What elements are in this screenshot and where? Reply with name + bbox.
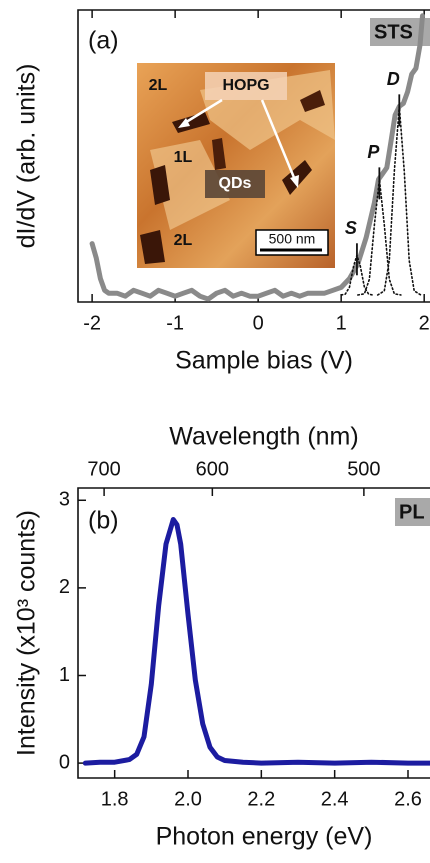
- series-line: [376, 105, 422, 296]
- inset-label: QDs: [219, 175, 252, 192]
- x-tick-label: 2.2: [247, 788, 275, 810]
- x-tick-label: 2.6: [394, 788, 422, 810]
- y-tick-label: 2: [59, 576, 70, 598]
- y-axis-label: Intensity (x10³ counts): [13, 510, 41, 756]
- x-axis-label: Photon energy (eV): [156, 823, 373, 851]
- x-tick-label: 2.4: [321, 788, 349, 810]
- inset-label: 1L: [174, 149, 193, 166]
- series-line: [89, 13, 425, 302]
- x-tick-label: -2: [83, 312, 101, 334]
- x-axis-label: Sample bias (V): [175, 347, 353, 375]
- y-tick-label: 0: [59, 751, 70, 773]
- panel-label: (b): [88, 507, 119, 535]
- x-tick-label: 0: [253, 312, 264, 334]
- peak-label: P: [367, 142, 380, 162]
- tag-box: [395, 498, 430, 526]
- axes-frame: [77, 487, 430, 779]
- inset-label: 2L: [174, 232, 193, 249]
- y-axis-label: dI/dV (arb. units): [13, 64, 41, 249]
- peak-label: D: [387, 69, 400, 89]
- inset-label: HOPG: [222, 77, 269, 94]
- x-tick-label: 2.0: [174, 788, 202, 810]
- x-tick-label: 2: [419, 312, 430, 334]
- x-tick-label: -1: [166, 312, 184, 334]
- series-line: [357, 178, 402, 296]
- inset-image: [137, 63, 335, 268]
- series-line: [82, 517, 430, 766]
- panel-label: (a): [88, 27, 119, 55]
- axes-frame: [77, 9, 430, 303]
- x2-tick-label: 500: [347, 458, 380, 480]
- y-tick-label: 1: [59, 664, 70, 686]
- x-tick-label: 1.8: [101, 788, 129, 810]
- inset-label: 2L: [149, 77, 168, 94]
- x-tick-label: 1: [336, 312, 347, 334]
- x2-tick-label: 700: [87, 458, 120, 480]
- tag-label: PL: [399, 501, 425, 523]
- peak-label: S: [345, 218, 357, 238]
- scale-bar-label: 500 nm: [269, 231, 316, 247]
- tag-label: STS: [374, 21, 413, 43]
- y-tick-label: 3: [59, 489, 70, 511]
- x2-axis-label: Wavelength (nm): [169, 423, 358, 451]
- x2-tick-label: 600: [196, 458, 229, 480]
